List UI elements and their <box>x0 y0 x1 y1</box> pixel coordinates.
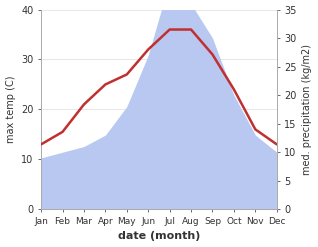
X-axis label: date (month): date (month) <box>118 231 200 242</box>
Y-axis label: med. precipitation (kg/m2): med. precipitation (kg/m2) <box>302 44 313 175</box>
Y-axis label: max temp (C): max temp (C) <box>5 76 16 143</box>
